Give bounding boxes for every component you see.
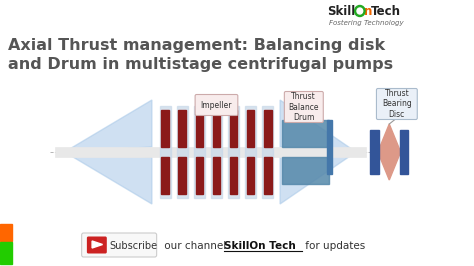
Bar	[162, 157, 169, 194]
Text: Fostering Technology: Fostering Technology	[329, 20, 404, 26]
Bar	[370, 130, 379, 174]
FancyBboxPatch shape	[284, 92, 323, 123]
Bar	[230, 110, 237, 147]
Text: Thrust
Balance
Drum: Thrust Balance Drum	[289, 92, 319, 122]
FancyBboxPatch shape	[376, 89, 417, 119]
Circle shape	[355, 6, 365, 16]
Bar	[179, 157, 186, 194]
Text: Subscribe: Subscribe	[109, 241, 157, 251]
Polygon shape	[280, 100, 356, 152]
Text: Tech: Tech	[371, 5, 401, 18]
Bar	[228, 106, 239, 198]
Bar	[247, 110, 255, 147]
Bar	[0, 224, 12, 241]
Bar	[213, 157, 220, 194]
Bar	[245, 106, 256, 198]
Text: SkillOn Tech: SkillOn Tech	[224, 241, 296, 251]
Bar	[400, 130, 408, 174]
Text: Thrust
Bearing
Disc: Thrust Bearing Disc	[382, 89, 412, 119]
FancyBboxPatch shape	[195, 94, 238, 115]
Bar	[0, 242, 12, 264]
Circle shape	[357, 8, 363, 14]
Text: Axial Thrust management: Balancing disk: Axial Thrust management: Balancing disk	[8, 38, 385, 53]
Bar	[55, 147, 365, 157]
Bar	[179, 110, 186, 147]
Text: On: On	[354, 5, 373, 18]
Bar	[247, 157, 255, 194]
Bar	[211, 106, 222, 198]
Bar	[327, 120, 332, 174]
Polygon shape	[378, 124, 401, 180]
Polygon shape	[64, 152, 152, 204]
Bar	[194, 106, 205, 198]
Bar	[282, 157, 329, 184]
Bar	[177, 106, 188, 198]
Polygon shape	[280, 152, 356, 204]
Bar	[264, 110, 272, 147]
Text: for updates: for updates	[302, 241, 365, 251]
Text: Impeller: Impeller	[201, 101, 232, 110]
Bar	[282, 120, 329, 147]
Bar	[196, 157, 203, 194]
Bar	[264, 157, 272, 194]
Text: Skill: Skill	[328, 5, 356, 18]
FancyBboxPatch shape	[82, 233, 156, 257]
Polygon shape	[92, 241, 102, 248]
FancyBboxPatch shape	[87, 236, 107, 253]
Text: and Drum in multistage centrifugal pumps: and Drum in multistage centrifugal pumps	[8, 57, 393, 72]
Polygon shape	[64, 100, 152, 152]
Bar	[196, 110, 203, 147]
Bar	[160, 106, 171, 198]
Bar	[262, 106, 273, 198]
Bar	[213, 110, 220, 147]
Bar	[230, 157, 237, 194]
Bar	[162, 110, 169, 147]
Text: our channel: our channel	[162, 241, 230, 251]
